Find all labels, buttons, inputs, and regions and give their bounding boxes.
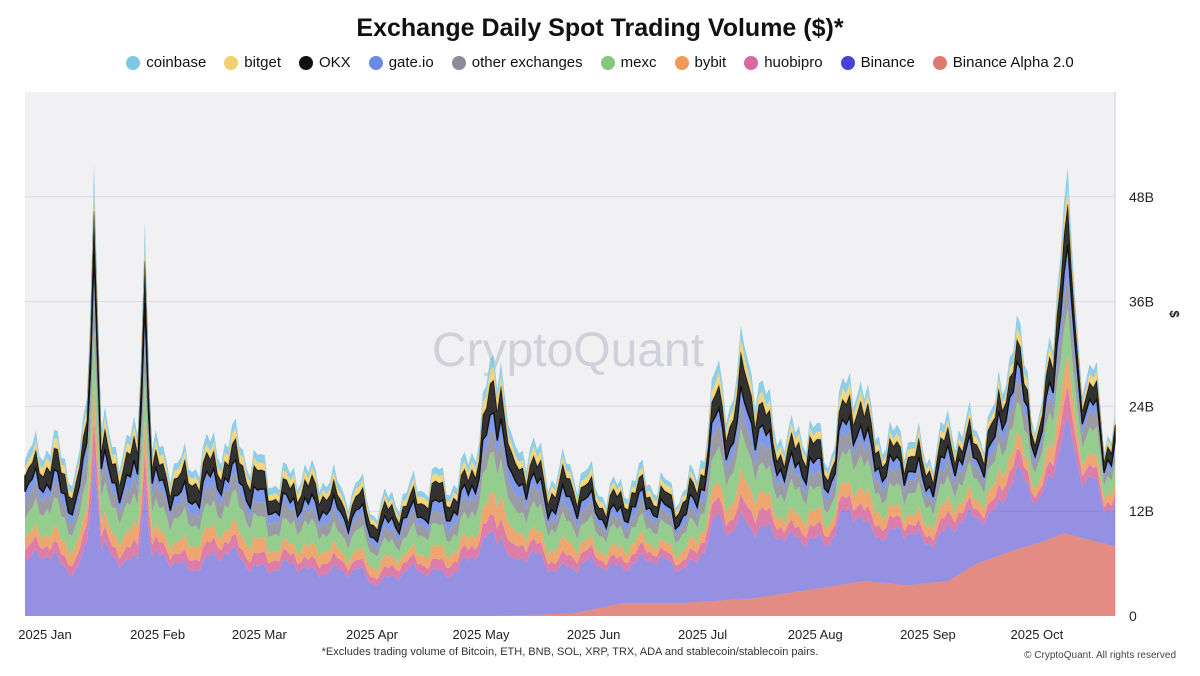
x-tick-label: 2025 Apr bbox=[346, 627, 399, 642]
x-tick-label: 2025 Sep bbox=[900, 627, 956, 642]
legend-item-binance-alpha[interactable]: Binance Alpha 2.0 bbox=[932, 54, 1074, 71]
copyright-notice: © CryptoQuant. All rights reserved bbox=[1024, 650, 1176, 661]
legend-swatch bbox=[932, 55, 947, 70]
legend-item-bybit[interactable]: bybit bbox=[674, 54, 727, 71]
legend-label: OKX bbox=[319, 54, 351, 71]
chart-footnote: *Excludes trading volume of Bitcoin, ETH… bbox=[321, 646, 819, 658]
x-tick-label: 2025 Oct bbox=[1011, 627, 1064, 642]
chart-title: Exchange Daily Spot Trading Volume ($)* bbox=[356, 14, 844, 42]
area-series-binance bbox=[25, 414, 1115, 616]
legend-item-binance[interactable]: Binance bbox=[840, 54, 915, 71]
x-tick-label: 2025 Mar bbox=[232, 627, 288, 642]
chart-legend: coinbase bitget OKX gate.io other exchan… bbox=[0, 54, 1200, 71]
legend-label: gate.io bbox=[388, 54, 434, 71]
legend-swatch bbox=[368, 55, 383, 70]
watermark: CryptoQuant bbox=[432, 324, 704, 377]
legend-swatch bbox=[224, 55, 239, 70]
legend-item-gateio[interactable]: gate.io bbox=[368, 54, 434, 71]
x-tick-label: 2025 Aug bbox=[788, 627, 843, 642]
legend-swatch bbox=[451, 55, 466, 70]
legend-swatch bbox=[126, 55, 141, 70]
y-tick-label: 36B bbox=[1129, 294, 1154, 310]
legend-label: huobipro bbox=[764, 54, 823, 71]
legend-item-bitget[interactable]: bitget bbox=[224, 54, 281, 71]
y-axis-label: $ bbox=[1167, 310, 1182, 318]
legend-item-huobipro[interactable]: huobipro bbox=[744, 54, 823, 71]
legend-swatch bbox=[674, 55, 689, 70]
x-tick-label: 2025 May bbox=[452, 627, 510, 642]
y-tick-label: 48B bbox=[1129, 189, 1154, 205]
legend-item-other-exchanges[interactable]: other exchanges bbox=[451, 54, 583, 71]
legend-swatch bbox=[744, 55, 759, 70]
legend-swatch bbox=[299, 55, 313, 70]
legend-item-coinbase[interactable]: coinbase bbox=[126, 54, 206, 71]
y-tick-label: 12B bbox=[1129, 503, 1154, 519]
legend-item-okx[interactable]: OKX bbox=[299, 54, 351, 71]
legend-label: Binance bbox=[860, 54, 915, 71]
area-series-binance-alpha-2-0 bbox=[25, 533, 1115, 616]
legend-label: mexc bbox=[620, 54, 657, 71]
legend-item-mexc[interactable]: mexc bbox=[600, 54, 657, 71]
legend-label: other exchanges bbox=[471, 54, 583, 71]
x-tick-label: 2025 Jun bbox=[567, 627, 621, 642]
y-tick-label: 0 bbox=[1129, 608, 1137, 624]
x-tick-label: 2025 Jan bbox=[18, 627, 72, 642]
y-tick-label: 24B bbox=[1129, 398, 1154, 414]
legend-swatch bbox=[600, 55, 615, 70]
legend-label: coinbase bbox=[146, 54, 207, 71]
x-tick-label: 2025 Feb bbox=[130, 627, 185, 642]
legend-label: Binance Alpha 2.0 bbox=[952, 54, 1074, 71]
legend-label: bitget bbox=[244, 54, 281, 71]
legend-label: bybit bbox=[694, 54, 727, 71]
x-tick-label: 2025 Jul bbox=[678, 627, 727, 642]
legend-swatch bbox=[840, 55, 855, 70]
